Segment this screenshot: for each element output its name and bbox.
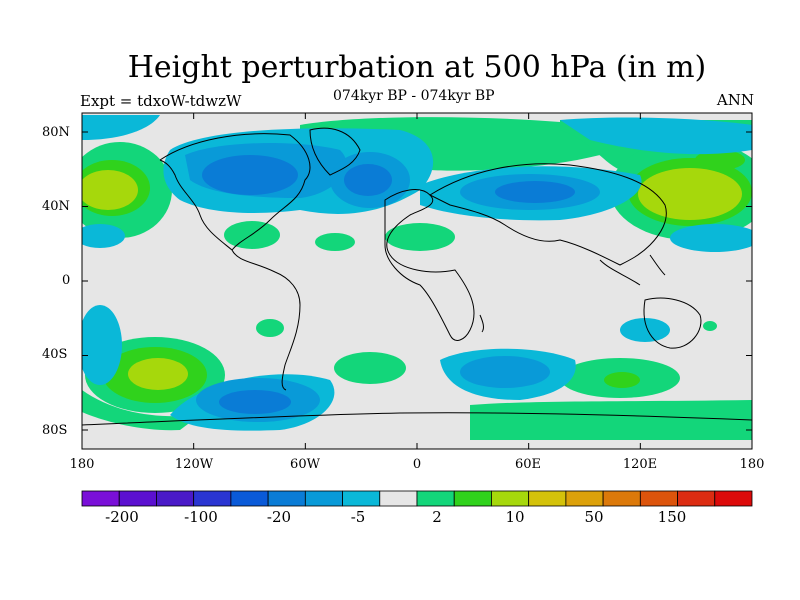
- season-label: ANN: [716, 91, 754, 109]
- lon-label: 60W: [290, 457, 320, 472]
- colorbar-swatch: [602, 490, 641, 507]
- colorbar-swatch: [118, 490, 157, 507]
- lon-label: 180: [739, 457, 765, 472]
- colorbar-swatch: [491, 490, 530, 507]
- colorbar-swatch: [230, 490, 269, 507]
- colorbar-label: 10: [505, 508, 525, 526]
- map-title: Height perturbation at 500 hPa (in m): [127, 50, 707, 85]
- experiment-label: Expt = tdxoW-tdwzW: [80, 92, 242, 110]
- lat-label: 40N: [42, 199, 70, 214]
- colorbar-label: -200: [105, 508, 139, 526]
- colorbar-swatch: [304, 490, 343, 507]
- colorbar-swatch: [379, 490, 418, 507]
- colorbar-label: 2: [432, 508, 442, 526]
- colorbar-swatch: [156, 490, 195, 507]
- longitude-ticks: [81, 113, 753, 449]
- colorbar-swatch: [677, 490, 716, 507]
- lat-label: 80S: [42, 423, 68, 438]
- lon-label: 0: [412, 457, 422, 472]
- contour-fill: [82, 115, 752, 440]
- colorbar-swatch: [453, 490, 492, 507]
- colorbar-label: -5: [350, 508, 366, 526]
- colorbar-swatch: [565, 490, 604, 507]
- colorbar-swatch: [193, 490, 232, 507]
- lon-label: 120E: [622, 457, 658, 472]
- lon-label: 120W: [174, 457, 214, 472]
- latitude-ticks: [82, 131, 752, 431]
- colorbar-swatch: [528, 490, 567, 507]
- lon-label: 180: [69, 457, 95, 472]
- colorbar: [81, 490, 753, 507]
- colorbar-swatch: [267, 490, 306, 507]
- colorbar-swatch: [416, 490, 455, 507]
- colorbar-swatch: [714, 490, 753, 507]
- colorbar-label: 50: [584, 508, 604, 526]
- colorbar-label: -20: [266, 508, 292, 526]
- lat-label: 40S: [42, 347, 68, 362]
- lon-label: 60E: [514, 457, 542, 472]
- colorbar-swatch: [342, 490, 381, 507]
- colorbar-label: 150: [657, 508, 687, 526]
- coastlines: [82, 127, 752, 426]
- colorbar-swatch: [639, 490, 678, 507]
- colorbar-label: -100: [184, 508, 218, 526]
- lat-label: 0: [62, 273, 71, 288]
- colorbar-swatch: [81, 490, 120, 507]
- period-label: 074kyr BP - 074kyr BP: [333, 88, 495, 104]
- lat-label: 80N: [42, 125, 70, 140]
